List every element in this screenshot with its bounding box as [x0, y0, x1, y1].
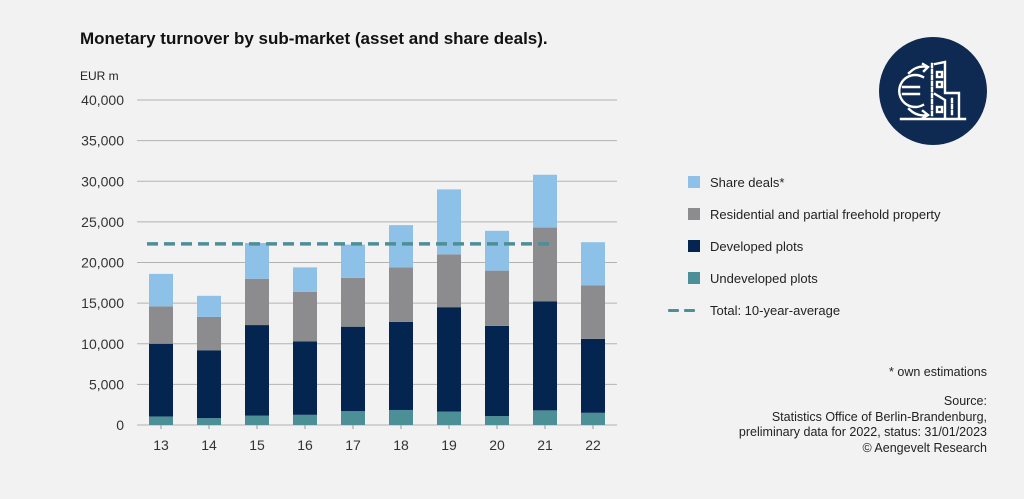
bar-segment-share-deals-17: [341, 244, 365, 278]
bar-segment-developed-plots-21: [533, 301, 557, 411]
y-tick-label: 25,000: [81, 214, 124, 230]
source-line: Source:: [943, 394, 987, 408]
x-tick-label: 22: [585, 437, 601, 453]
bar-segment-undeveloped-plots-16: [293, 414, 317, 425]
bar-segment-residential-and-partial-freehold-property-22: [581, 285, 605, 339]
source-line: preliminary data for 2022, status: 31/01…: [738, 425, 987, 439]
legend-label: Developed plots: [710, 238, 804, 254]
bar-segment-residential-and-partial-freehold-property-15: [245, 278, 269, 326]
bar-segment-developed-plots-22: [581, 338, 605, 413]
legend-item-residential: Residential and partial freehold propert…: [668, 204, 941, 224]
bar-segment-residential-and-partial-freehold-property-20: [485, 270, 509, 326]
bar-segment-residential-and-partial-freehold-property-17: [341, 277, 365, 327]
bar-segment-undeveloped-plots-18: [389, 409, 413, 425]
bar-segment-undeveloped-plots-22: [581, 412, 605, 425]
bar-segment-residential-and-partial-freehold-property-13: [149, 306, 173, 344]
y-tick-label: 35,000: [81, 133, 124, 149]
x-tick-label: 14: [201, 437, 217, 453]
bar-segment-residential-and-partial-freehold-property-21: [533, 227, 557, 302]
logo: [879, 37, 987, 145]
bar-segment-undeveloped-plots-21: [533, 410, 557, 425]
bar-segment-undeveloped-plots-20: [485, 416, 509, 425]
x-tick-label: 16: [297, 437, 313, 453]
y-tick-label: 30,000: [81, 173, 124, 189]
bar-segment-developed-plots-13: [149, 343, 173, 417]
y-tick-label: 20,000: [81, 255, 124, 271]
bar-segment-share-deals-18: [389, 225, 413, 268]
legend-item-undeveloped-plots: Undeveloped plots: [668, 268, 818, 288]
bar-segment-share-deals-15: [245, 243, 269, 279]
x-tick-label: 13: [153, 437, 169, 453]
estimation-note: * own estimations: [889, 365, 987, 379]
legend-swatch: [688, 240, 700, 252]
legend-swatch: [688, 208, 700, 220]
x-tick-label: 21: [537, 437, 553, 453]
bar-segment-share-deals-22: [581, 242, 605, 286]
chart-title: Monetary turnover by sub-market (asset a…: [80, 29, 548, 48]
euro-building-exchange-icon: [898, 60, 967, 121]
x-tick-label: 19: [441, 437, 457, 453]
legend-dashed-line-swatch: [668, 304, 700, 316]
x-tick-label: 20: [489, 437, 505, 453]
bar-segment-undeveloped-plots-13: [149, 416, 173, 425]
bar-segment-share-deals-16: [293, 267, 317, 292]
bar-segment-developed-plots-20: [485, 325, 509, 417]
bar-segment-undeveloped-plots-17: [341, 411, 365, 425]
x-tick-label: 18: [393, 437, 409, 453]
y-tick-label: 15,000: [81, 295, 124, 311]
bar-segment-developed-plots-16: [293, 341, 317, 415]
bar-segment-residential-and-partial-freehold-property-19: [437, 254, 461, 308]
source-note: Source: Statistics Office of Berlin-Bran…: [739, 394, 987, 456]
legend-label: Residential and partial freehold propert…: [710, 206, 941, 222]
bar-segment-share-deals-21: [533, 174, 557, 228]
legend-swatch: [688, 176, 700, 188]
bars: [149, 174, 605, 425]
bar-segment-share-deals-13: [149, 273, 173, 307]
source-line: © Aengevelt Research: [862, 440, 987, 455]
y-tick-label: 0: [116, 417, 124, 433]
legend-label: Total: 10-year-average: [710, 302, 841, 318]
bar-segment-residential-and-partial-freehold-property-14: [197, 316, 221, 351]
legend-swatch: [688, 272, 700, 284]
y-tick-label: 5,000: [89, 376, 124, 392]
y-axis-unit-label: EUR m: [80, 69, 119, 83]
bar-segment-developed-plots-18: [389, 321, 413, 410]
bar-segment-undeveloped-plots-14: [197, 418, 221, 425]
legend-item-developed-plots: Developed plots: [668, 236, 803, 256]
y-tick-label: 10,000: [81, 336, 124, 352]
bar-segment-undeveloped-plots-19: [437, 411, 461, 425]
x-axis-ticks: 13 14 15 16 17 18 19 20 21 22: [153, 425, 601, 453]
y-tick-label: 40,000: [81, 92, 124, 108]
bar-segment-developed-plots-14: [197, 350, 221, 419]
bar-segment-developed-plots-19: [437, 307, 461, 412]
y-axis-ticks: 0 5,000 10,000 15,000 20,000 25,000 30,000 35,0…: [81, 92, 124, 433]
legend-item-share-deals: Share deals*: [668, 172, 784, 192]
bar-segment-developed-plots-17: [341, 326, 365, 412]
bar-segment-share-deals-20: [485, 230, 509, 271]
bar-segment-share-deals-14: [197, 295, 221, 317]
bar-segment-undeveloped-plots-15: [245, 415, 269, 425]
source-line: Statistics Office of Berlin-Brandenburg,: [771, 409, 987, 424]
bar-segment-developed-plots-15: [245, 325, 269, 416]
x-tick-label: 15: [249, 437, 265, 453]
legend-item-average-line: Total: 10-year-average: [668, 300, 840, 320]
legend-label: Share deals*: [710, 174, 785, 190]
x-tick-label: 17: [345, 437, 361, 453]
legend-label: Undeveloped plots: [710, 270, 818, 286]
bar-segment-residential-and-partial-freehold-property-18: [389, 267, 413, 322]
bar-segment-residential-and-partial-freehold-property-16: [293, 291, 317, 342]
